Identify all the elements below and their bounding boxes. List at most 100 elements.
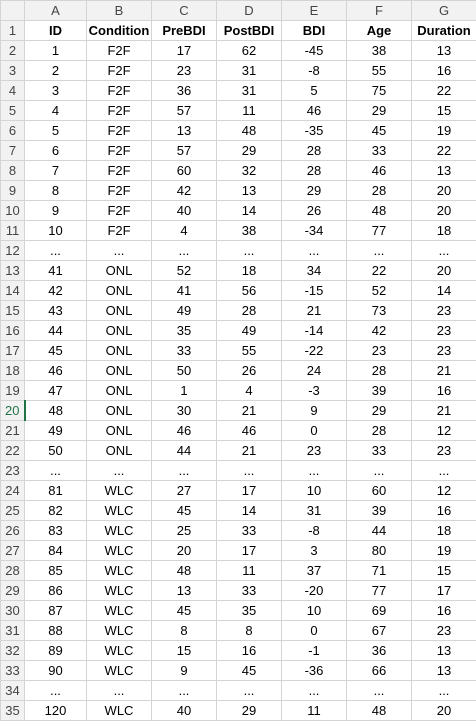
cell[interactable]: 20 — [411, 260, 476, 281]
cell[interactable]: 13 — [411, 40, 476, 61]
cell[interactable]: -8 — [281, 520, 347, 541]
cell[interactable]: ... — [346, 240, 412, 261]
cell[interactable]: 32 — [216, 160, 282, 181]
cell[interactable]: 50 — [151, 360, 217, 381]
cell[interactable]: 46 — [24, 360, 87, 381]
cell[interactable]: 35 — [216, 600, 282, 621]
cell[interactable]: 37 — [281, 560, 347, 581]
cell[interactable]: 13 — [411, 640, 476, 661]
cell[interactable]: 52 — [151, 260, 217, 281]
cell[interactable]: 69 — [346, 600, 412, 621]
cell[interactable]: 23 — [411, 440, 476, 461]
row-header[interactable]: 4 — [0, 80, 25, 101]
cell[interactable]: 42 — [24, 280, 87, 301]
cell[interactable]: ... — [411, 240, 476, 261]
column-header-c[interactable]: C — [151, 0, 217, 21]
cell[interactable]: 14 — [216, 200, 282, 221]
cell[interactable]: 45 — [346, 120, 412, 141]
cell[interactable]: F2F — [86, 140, 152, 161]
cell[interactable]: 46 — [151, 420, 217, 441]
cell[interactable]: 82 — [24, 500, 87, 521]
cell[interactable]: WLC — [86, 520, 152, 541]
cell[interactable]: -22 — [281, 340, 347, 361]
cell[interactable]: WLC — [86, 560, 152, 581]
cell[interactable]: 23 — [151, 60, 217, 81]
cell[interactable]: 9 — [151, 660, 217, 681]
cell[interactable]: 87 — [24, 600, 87, 621]
cell[interactable]: 35 — [151, 320, 217, 341]
cell[interactable]: 19 — [411, 540, 476, 561]
cell[interactable]: WLC — [86, 640, 152, 661]
cell[interactable]: F2F — [86, 80, 152, 101]
cell[interactable]: 42 — [151, 180, 217, 201]
cell[interactable]: 23 — [411, 300, 476, 321]
cell[interactable]: -20 — [281, 580, 347, 601]
cell[interactable]: 3 — [281, 540, 347, 561]
row-header[interactable]: 7 — [0, 140, 25, 161]
cell[interactable]: 18 — [411, 520, 476, 541]
row-header[interactable]: 2 — [0, 40, 25, 61]
cell[interactable]: 23 — [411, 340, 476, 361]
cell[interactable]: 22 — [346, 260, 412, 281]
cell[interactable]: 29 — [346, 100, 412, 121]
cell[interactable]: ... — [86, 680, 152, 701]
row-header[interactable]: 27 — [0, 540, 25, 561]
row-header[interactable]: 31 — [0, 620, 25, 641]
cell[interactable]: 13 — [411, 660, 476, 681]
column-header-f[interactable]: F — [346, 0, 412, 21]
cell[interactable]: 49 — [216, 320, 282, 341]
cell[interactable]: ONL — [86, 420, 152, 441]
cell[interactable]: 28 — [216, 300, 282, 321]
cell[interactable]: -8 — [281, 60, 347, 81]
cell[interactable]: 34 — [281, 260, 347, 281]
cell[interactable]: 86 — [24, 580, 87, 601]
cell[interactable]: 40 — [151, 700, 217, 721]
cell[interactable]: 28 — [281, 160, 347, 181]
cell[interactable]: 56 — [216, 280, 282, 301]
cell[interactable]: F2F — [86, 60, 152, 81]
cell[interactable]: -3 — [281, 380, 347, 401]
row-header[interactable]: 16 — [0, 320, 25, 341]
cell[interactable]: 48 — [24, 400, 87, 421]
cell[interactable]: 48 — [151, 560, 217, 581]
cell[interactable]: F2F — [86, 160, 152, 181]
cell[interactable]: -36 — [281, 660, 347, 681]
cell[interactable]: 17 — [216, 540, 282, 561]
cell[interactable]: 17 — [216, 480, 282, 501]
cell[interactable]: ... — [411, 460, 476, 481]
cell[interactable]: ONL — [86, 300, 152, 321]
row-header[interactable]: 20 — [0, 400, 26, 421]
column-header-a[interactable]: A — [24, 0, 87, 21]
cell[interactable]: 12 — [411, 480, 476, 501]
cell[interactable]: 22 — [411, 80, 476, 101]
cell[interactable]: 44 — [24, 320, 87, 341]
cell[interactable]: 8 — [151, 620, 217, 641]
cell[interactable]: 44 — [346, 520, 412, 541]
cell[interactable]: 84 — [24, 540, 87, 561]
cell[interactable]: 31 — [216, 60, 282, 81]
cell[interactable]: ONL — [86, 280, 152, 301]
cell[interactable]: 85 — [24, 560, 87, 581]
cell[interactable]: 4 — [24, 100, 87, 121]
cell[interactable]: 67 — [346, 620, 412, 641]
cell[interactable]: 42 — [346, 320, 412, 341]
cell[interactable]: 45 — [216, 660, 282, 681]
row-header[interactable]: 5 — [0, 100, 25, 121]
cell[interactable]: 36 — [346, 640, 412, 661]
row-header[interactable]: 21 — [0, 420, 25, 441]
cell[interactable]: -1 — [281, 640, 347, 661]
cell[interactable]: 60 — [151, 160, 217, 181]
cell[interactable]: BDI — [281, 20, 347, 41]
cell[interactable]: 13 — [411, 160, 476, 181]
cell[interactable]: 16 — [411, 500, 476, 521]
cell[interactable]: 33 — [216, 520, 282, 541]
cell[interactable]: F2F — [86, 40, 152, 61]
cell[interactable]: 75 — [346, 80, 412, 101]
cell[interactable]: 77 — [346, 220, 412, 241]
cell[interactable]: 30 — [151, 400, 217, 421]
cell[interactable]: 29 — [216, 700, 282, 721]
cell[interactable]: 23 — [411, 620, 476, 641]
cell[interactable]: 41 — [151, 280, 217, 301]
cell[interactable]: ... — [411, 680, 476, 701]
cell[interactable]: 6 — [24, 140, 87, 161]
